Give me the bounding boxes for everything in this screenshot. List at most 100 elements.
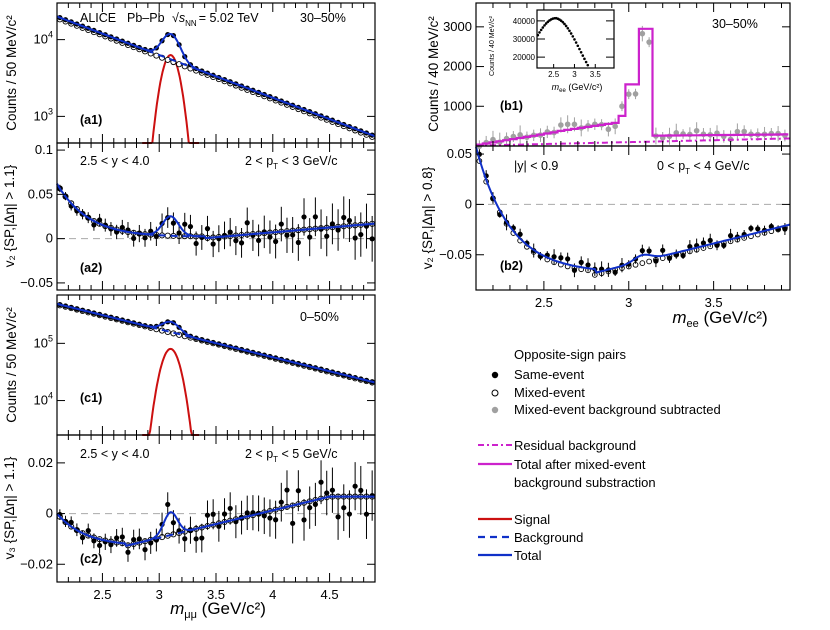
inset-same-point-15 <box>561 20 565 24</box>
inset-ytick-label-1: 30000 <box>513 35 536 44</box>
legend-signal: Signal <box>514 512 550 527</box>
panel-label-a1: (a1) <box>80 113 102 127</box>
c2-same-point-46 <box>318 479 324 485</box>
panel-c1: 104 105 0–50% (c1) Counts / 50 MeV/c² <box>4 294 376 436</box>
a2-mixed-point-19 <box>164 232 171 239</box>
rapidity-a2: 2.5 < y < 4.0 <box>80 154 150 168</box>
pt-a2: 2 < pT < 3 GeV/c <box>245 154 337 171</box>
inset-same-point-30 <box>586 63 590 67</box>
a2-same-point-31 <box>233 238 239 244</box>
alice-label: ALICE <box>80 11 116 25</box>
inset-same-point-22 <box>573 38 576 41</box>
c2-same-point-9 <box>108 542 114 548</box>
b1-subtracted-point-39 <box>741 128 747 135</box>
c2-same-point-26 <box>204 512 211 518</box>
c2-same-point-12 <box>125 549 131 555</box>
c2-same-point-49 <box>335 514 341 520</box>
c1-total-curve <box>56 302 376 384</box>
c2-same-point-45 <box>312 501 318 507</box>
inset-xlabel: mee (GeV/c²) <box>552 82 603 94</box>
b1-subtracted-point-38 <box>734 128 741 135</box>
c2-same-point-30 <box>227 505 233 512</box>
c2-same-point-44 <box>307 505 313 511</box>
a2-ytick-label-1: 0 <box>46 231 53 246</box>
b2-xtick-label-2: 3.5 <box>705 295 723 310</box>
inset-ytick-label-2: 40000 <box>513 17 536 26</box>
a2-same-point-20 <box>170 220 177 226</box>
b1-subtracted-point-6 <box>517 132 523 138</box>
inset-b1-marks: 20000 30000 40000 2.5 3 3.5 <box>513 17 614 79</box>
b2-same-point-20 <box>612 269 618 275</box>
c2-same-point-51 <box>346 511 353 517</box>
c2-same-point-6 <box>91 538 97 544</box>
c2-same-point-38 <box>273 517 279 523</box>
c2-same-point-10 <box>114 535 120 541</box>
pt-c2: 2 < pT < 5 GeV/c <box>245 447 337 464</box>
c2-same-point-42 <box>295 488 301 494</box>
inset-same-point-18 <box>566 26 570 30</box>
ylabel-a2: v₂ {SP,|Δη| > 1.1} <box>2 164 17 267</box>
panel-a1: 103 104 ALICE Pb–Pb √sNN = 5.02 TeV 30–50%… <box>4 2 376 144</box>
a2-same-point-50 <box>341 214 347 221</box>
b2-same-point-13 <box>565 256 571 262</box>
c2-same-point-4 <box>79 535 86 541</box>
centrality-c1: 0–50% <box>300 310 339 324</box>
inset-b1: 20000 30000 40000 2.5 3 3.5 Counts / 40 MeV/c… <box>489 9 615 94</box>
b1-subtracted-point-20 <box>612 123 618 130</box>
a2-same-point-52 <box>352 235 358 241</box>
c2-ytick-label-0: −0.02 <box>20 556 53 571</box>
a2-same-point-37 <box>267 234 273 240</box>
legend-total: Total <box>514 548 542 563</box>
a2-same-point-42 <box>295 239 301 246</box>
c2-same-point-53 <box>358 487 364 494</box>
pt-b2: 0 < pT < 4 GeV/c <box>657 159 749 176</box>
c2-same-point-2 <box>68 519 74 525</box>
c2-ytick-label-2: 0.02 <box>28 455 53 470</box>
c2-same-point-33 <box>244 510 250 516</box>
inset-same-point-17 <box>564 24 568 28</box>
c2-same-point-40 <box>284 487 290 493</box>
plot-b1-marks: 1000 2000 3000 <box>443 3 790 150</box>
frame-a2 <box>56 142 376 291</box>
a2-same-point-39 <box>278 221 284 227</box>
b1-subtracted-point-14 <box>571 121 578 128</box>
ylabel-b2: v₂ {SP,|Δη| > 0.8} <box>420 166 435 269</box>
inset-frame <box>536 9 615 69</box>
ylabel-a1: Counts / 50 MeV/c² <box>4 15 19 131</box>
centrality-a1: 30–50% <box>300 11 346 25</box>
c1-ytick-label-0: 104 <box>34 391 53 408</box>
b1-subtracted-point-25 <box>646 39 652 45</box>
system-label: Pb–Pb <box>127 11 165 25</box>
c2-ytick-label-1: 0 <box>46 506 53 521</box>
b1-total-after-step <box>476 27 789 146</box>
b2-same-point-24 <box>639 248 645 254</box>
energy-label: √sNN = 5.02 TeV <box>172 11 259 28</box>
b1-subtracted-point-32 <box>693 127 700 134</box>
c2-same-point-54 <box>363 511 370 517</box>
c2-xtick-label-0: 2.5 <box>93 587 111 602</box>
inset-same-point-29 <box>584 60 588 64</box>
b2-same-point-12 <box>558 255 564 261</box>
ylabel-c2: v₃ {SP,|Δη| > 1.1} <box>2 456 17 559</box>
legend-subtracted-marker <box>491 406 499 414</box>
panel-label-c1: (c1) <box>80 391 102 405</box>
b2-same-point-15 <box>578 259 584 265</box>
c2-same-point-5 <box>85 528 91 534</box>
c2-same-point-43 <box>301 517 307 523</box>
a2-same-point-24 <box>193 240 199 247</box>
panel-label-b2: (b2) <box>500 259 523 273</box>
a2-same-point-27 <box>210 241 216 247</box>
c2-same-point-13 <box>131 537 137 543</box>
ylabel-c1: Counts / 50 MeV/c² <box>4 307 19 423</box>
inset-same-point-28 <box>583 57 586 61</box>
a2-same-point-49 <box>335 227 341 233</box>
inset-same-point-27 <box>581 54 585 57</box>
panel-b2: −0.05 0 0.05 2.5 3 3.5 |y| < 0.9 0 < pT < 4 G… <box>420 145 791 330</box>
inset-xtick-label-0: 2.5 <box>548 70 560 79</box>
c2-total-curve <box>56 495 375 547</box>
panel-b1: 1000 2000 3000 30–50% (b1) Counts / 40 MeV… <box>426 2 791 150</box>
b2-ytick-label-2: 0.05 <box>447 146 472 161</box>
ylabel-b1: Counts / 40 MeV/c² <box>426 16 441 132</box>
plot-a1-marks: 103 104 <box>34 3 376 144</box>
frame-c2 <box>56 434 376 583</box>
